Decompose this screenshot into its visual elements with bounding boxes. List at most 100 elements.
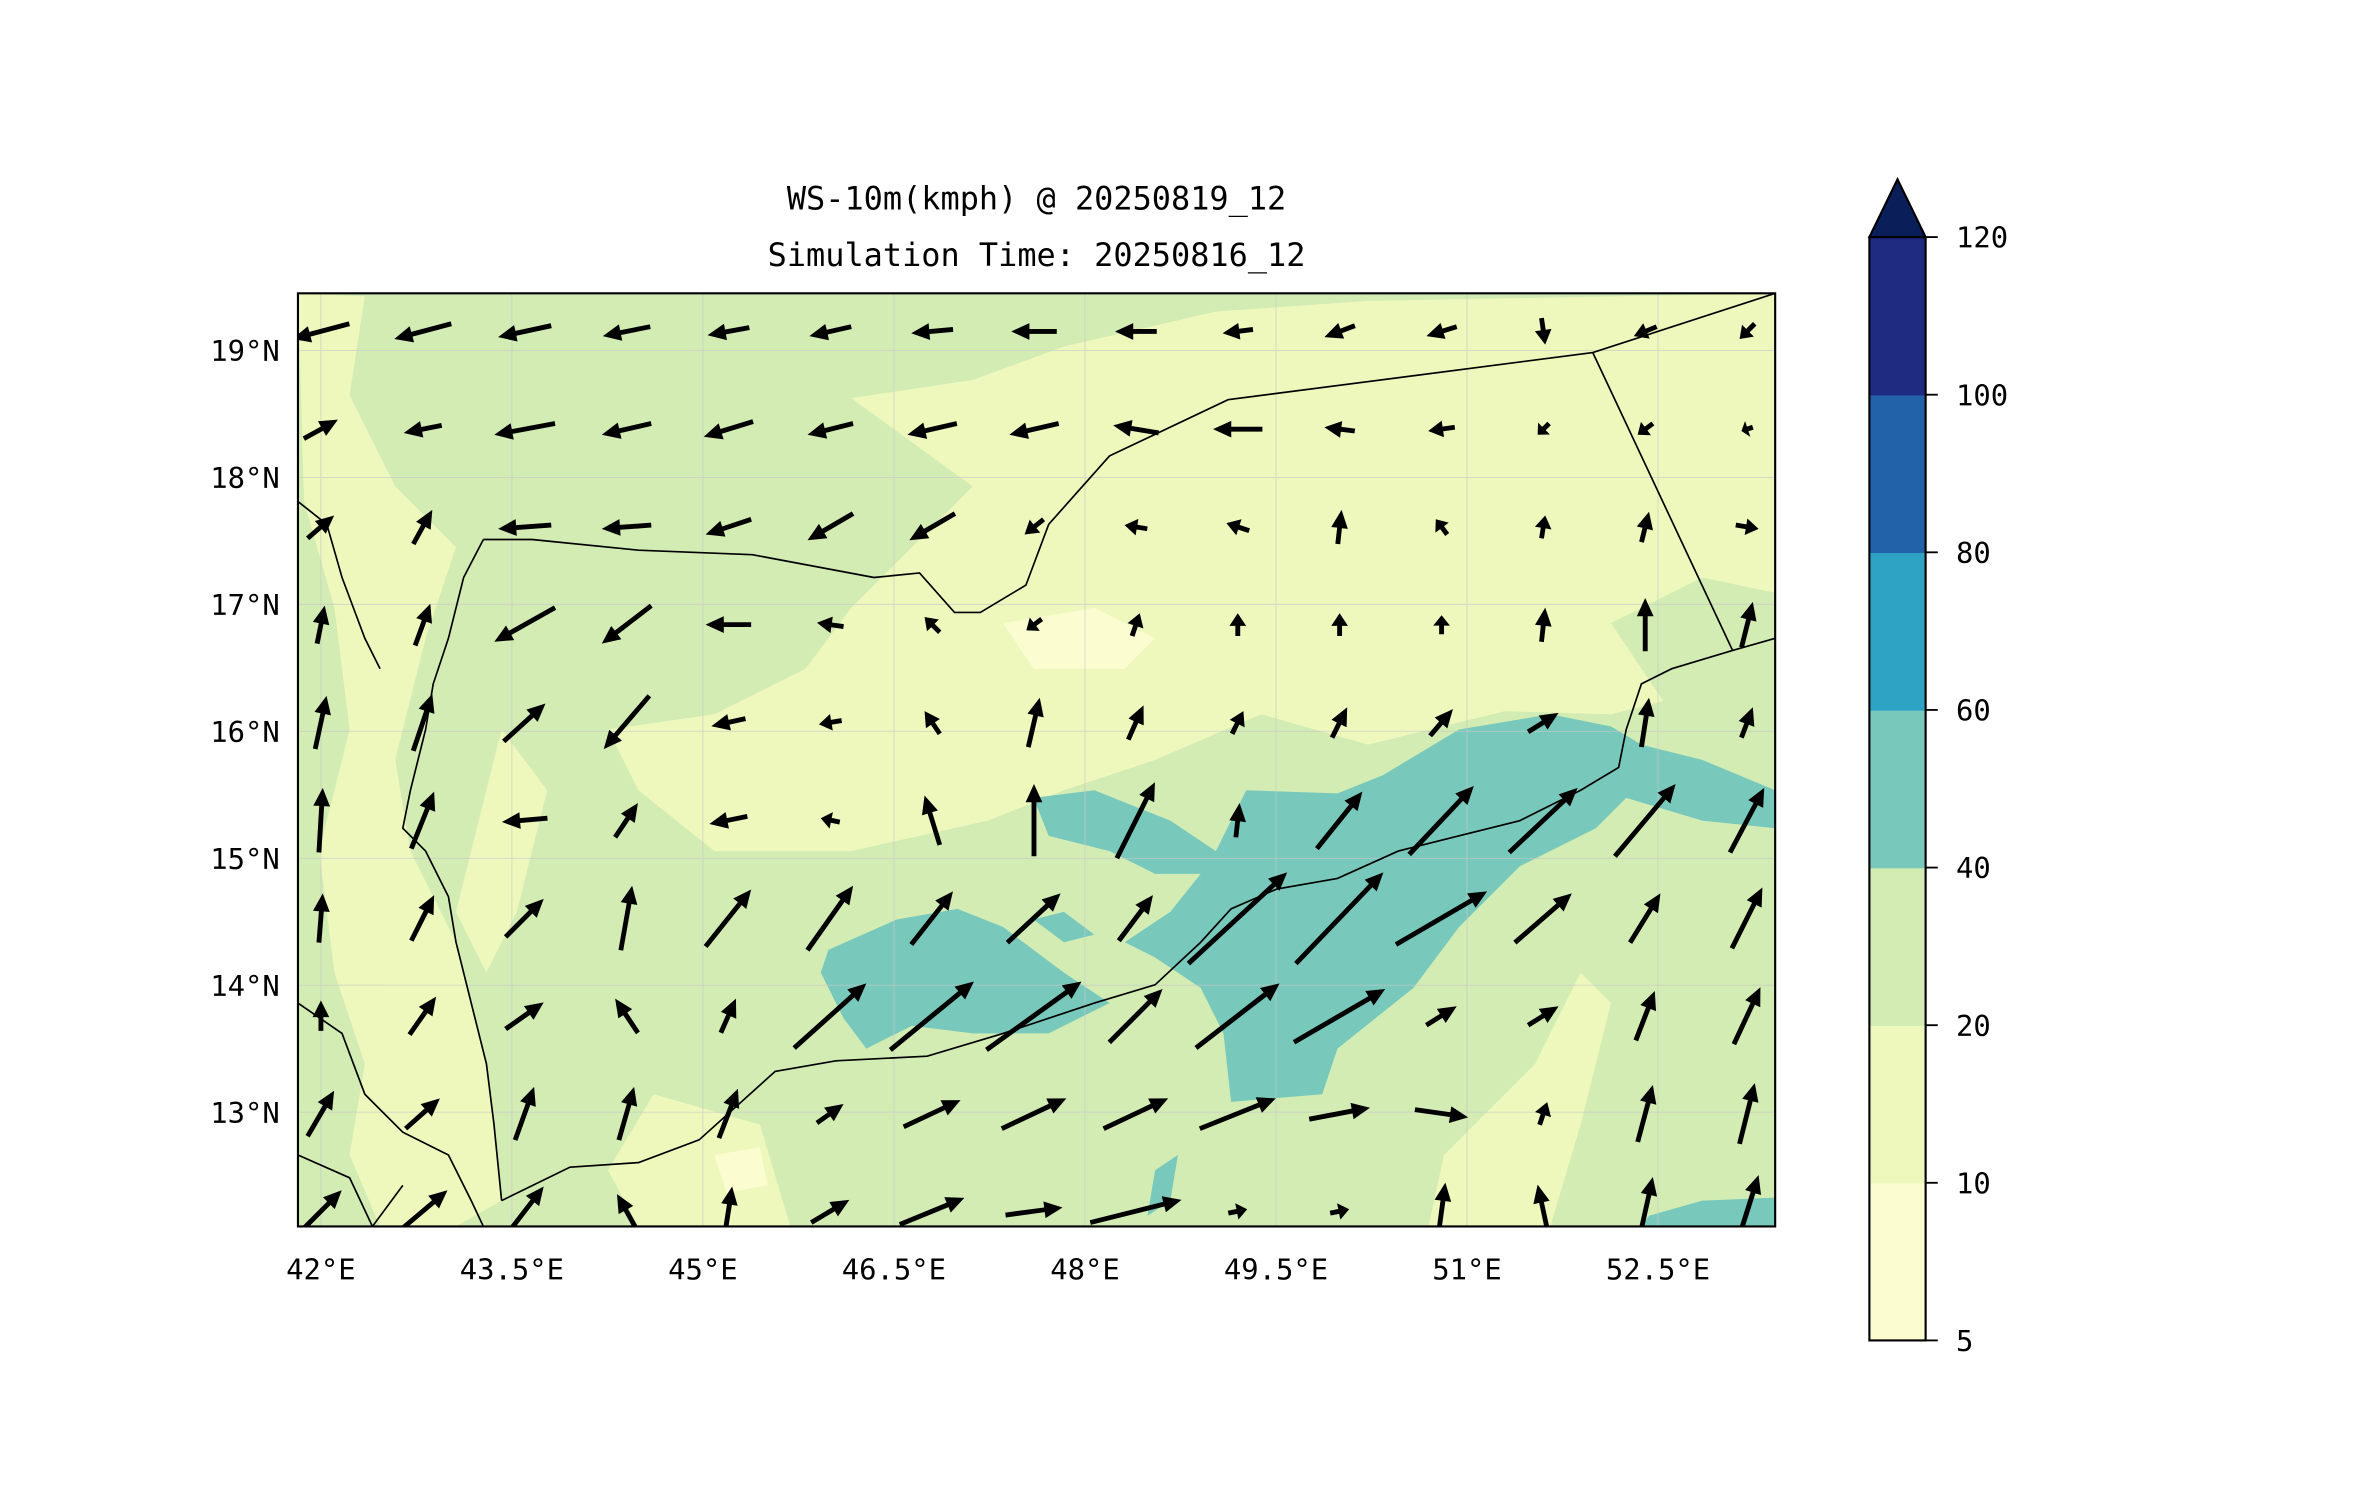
wind-arrow xyxy=(1537,421,1551,435)
wind-arrow xyxy=(807,421,854,439)
wind-arrow xyxy=(601,421,652,439)
wind-arrow xyxy=(985,981,1082,1052)
wind-arrow xyxy=(618,885,638,951)
wind-arrow xyxy=(1613,784,1676,858)
wind-arrow xyxy=(1000,1098,1067,1131)
wind-arrow xyxy=(1294,872,1384,966)
wind-arrow xyxy=(494,421,556,440)
colorbar-tick-label: 40 xyxy=(1956,851,1991,885)
wind-arrow xyxy=(1637,421,1655,436)
wind-arrow xyxy=(1331,613,1348,637)
wind-arrow xyxy=(1186,872,1288,966)
colorbar-tick-label: 60 xyxy=(1956,694,1991,728)
colorbar-segment xyxy=(1869,237,1926,396)
wind-arrow xyxy=(1116,895,1153,943)
wind-arrow xyxy=(512,1086,536,1141)
wind-arrow xyxy=(1414,1106,1469,1123)
wind-arrow xyxy=(1526,712,1559,735)
wind-arrow xyxy=(888,981,974,1052)
wind-arrow xyxy=(1638,697,1655,748)
wind-arrow xyxy=(1229,613,1247,637)
wind-arrow xyxy=(394,321,452,343)
colorbar: 5 10 20 40 60 80 100 120 xyxy=(1867,176,2008,1358)
wind-arrow xyxy=(1331,509,1348,545)
wind-arrow xyxy=(509,1186,544,1227)
wind-arrow xyxy=(1731,987,1761,1046)
wind-arrow xyxy=(1292,989,1386,1045)
wind-arrow xyxy=(1513,893,1572,945)
wind-arrow xyxy=(603,694,652,750)
colorbar-tick-label: 10 xyxy=(1956,1166,1991,1200)
wind-arrow xyxy=(498,323,552,342)
x-tick-label: 51°E xyxy=(1432,1253,1502,1287)
y-tick-label: 18°N xyxy=(210,461,280,495)
wind-arrow xyxy=(1113,420,1160,437)
gridlines xyxy=(297,293,1776,1227)
y-tick-label: 16°N xyxy=(210,715,280,749)
wind-arrow xyxy=(613,803,638,839)
x-tick-label: 48°E xyxy=(1050,1253,1120,1287)
wind-arrow xyxy=(909,511,957,541)
wind-arrow xyxy=(1628,893,1661,944)
wind-speed-field-10-20 xyxy=(297,293,502,1227)
wind-speed-field-40-60 xyxy=(1641,1197,1776,1227)
wind-vectors xyxy=(297,317,1765,1227)
wind-arrow xyxy=(1226,519,1250,536)
wind-arrow xyxy=(302,1190,342,1227)
wind-arrow xyxy=(902,1100,961,1130)
wind-arrow xyxy=(1633,323,1658,339)
wind-arrow xyxy=(407,996,437,1037)
wind-arrow xyxy=(1114,782,1155,860)
wind-arrow xyxy=(409,791,436,850)
wind-arrow xyxy=(1729,887,1763,950)
wind-arrow xyxy=(1025,697,1044,748)
wind-arrow xyxy=(1434,1182,1452,1227)
wind-arrow xyxy=(1534,515,1552,539)
wind-arrow xyxy=(312,605,330,645)
colorbar-tick-label: 80 xyxy=(1956,536,1991,570)
wind-arrow xyxy=(1314,791,1363,851)
x-axis-ticks: 42°E 43.5°E 45°E 46.5°E 48°E 49.5°E 51°E 52.5°E xyxy=(286,1253,1710,1287)
wind-arrow xyxy=(705,616,752,633)
y-tick-label: 15°N xyxy=(210,842,280,876)
plot-frame xyxy=(296,292,1777,1228)
wind-arrow xyxy=(412,603,433,647)
wind-arrow xyxy=(911,323,954,340)
wind-arrow xyxy=(1737,1083,1759,1145)
wind-arrow xyxy=(1727,787,1765,854)
wind-speed-field-10-20 xyxy=(1428,972,1612,1227)
wind-arrow xyxy=(1229,711,1245,735)
wind-arrow xyxy=(616,1086,638,1141)
wind-arrow xyxy=(1739,601,1757,649)
wind-arrow xyxy=(1229,803,1246,838)
wind-arrow xyxy=(792,983,867,1050)
wind-speed-field-40-60 xyxy=(1033,714,1776,1102)
wind-arrow xyxy=(616,1194,638,1227)
wind-arrow xyxy=(411,509,433,546)
wind-arrow xyxy=(1741,420,1754,437)
wind-arrow xyxy=(1428,709,1453,738)
x-tick-label: 46.5°E xyxy=(842,1253,946,1287)
wind-arrow xyxy=(403,421,443,438)
wind-speed-field-10-20 xyxy=(1611,577,1776,715)
wind-arrow xyxy=(805,885,854,952)
african-coast xyxy=(297,1002,485,1227)
wind-arrow xyxy=(1198,1097,1276,1131)
colorbar-tick-label: 5 xyxy=(1956,1324,1973,1358)
wind-arrow xyxy=(601,519,652,536)
wind-arrow xyxy=(313,787,331,853)
x-tick-label: 52.5°E xyxy=(1606,1253,1710,1287)
wind-arrow xyxy=(1329,1203,1350,1220)
colorbar-tick-label: 120 xyxy=(1956,221,2008,255)
chart-title: WS-10m(kmph) @ 20250819_12 xyxy=(787,180,1286,218)
wind-arrow xyxy=(921,795,943,846)
wind-arrow xyxy=(305,1090,335,1138)
wind-arrow xyxy=(1738,707,1755,739)
wind-arrow xyxy=(494,605,557,642)
wind-arrow xyxy=(1114,323,1157,340)
y-tick-label: 17°N xyxy=(210,588,280,622)
wind-arrow xyxy=(703,889,752,949)
wind-arrow xyxy=(1735,518,1759,535)
wind-arrow xyxy=(404,1098,440,1131)
wind-arrow xyxy=(1009,421,1060,439)
